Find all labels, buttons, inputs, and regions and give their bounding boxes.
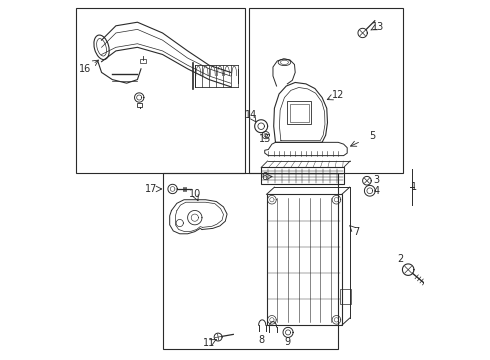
Text: 15: 15	[259, 134, 271, 144]
Text: 8: 8	[258, 334, 264, 345]
Text: 13: 13	[371, 22, 384, 32]
Text: 12: 12	[332, 90, 344, 100]
Text: 6: 6	[261, 172, 267, 182]
Bar	[267, 194, 342, 325]
Text: 5: 5	[369, 131, 375, 141]
Text: 1: 1	[411, 182, 417, 192]
Bar	[140, 59, 146, 63]
Text: 11: 11	[203, 338, 215, 348]
Bar	[137, 103, 143, 107]
Text: 16: 16	[79, 64, 92, 74]
Text: 9: 9	[284, 337, 291, 347]
Text: 2: 2	[397, 254, 403, 264]
Text: 10: 10	[189, 189, 201, 199]
Text: 14: 14	[245, 111, 258, 121]
Text: 17: 17	[145, 184, 157, 194]
Bar	[340, 289, 351, 304]
Bar	[261, 167, 343, 184]
Text: 3: 3	[373, 175, 380, 185]
Text: 4: 4	[373, 186, 380, 197]
Text: 7: 7	[353, 227, 359, 237]
